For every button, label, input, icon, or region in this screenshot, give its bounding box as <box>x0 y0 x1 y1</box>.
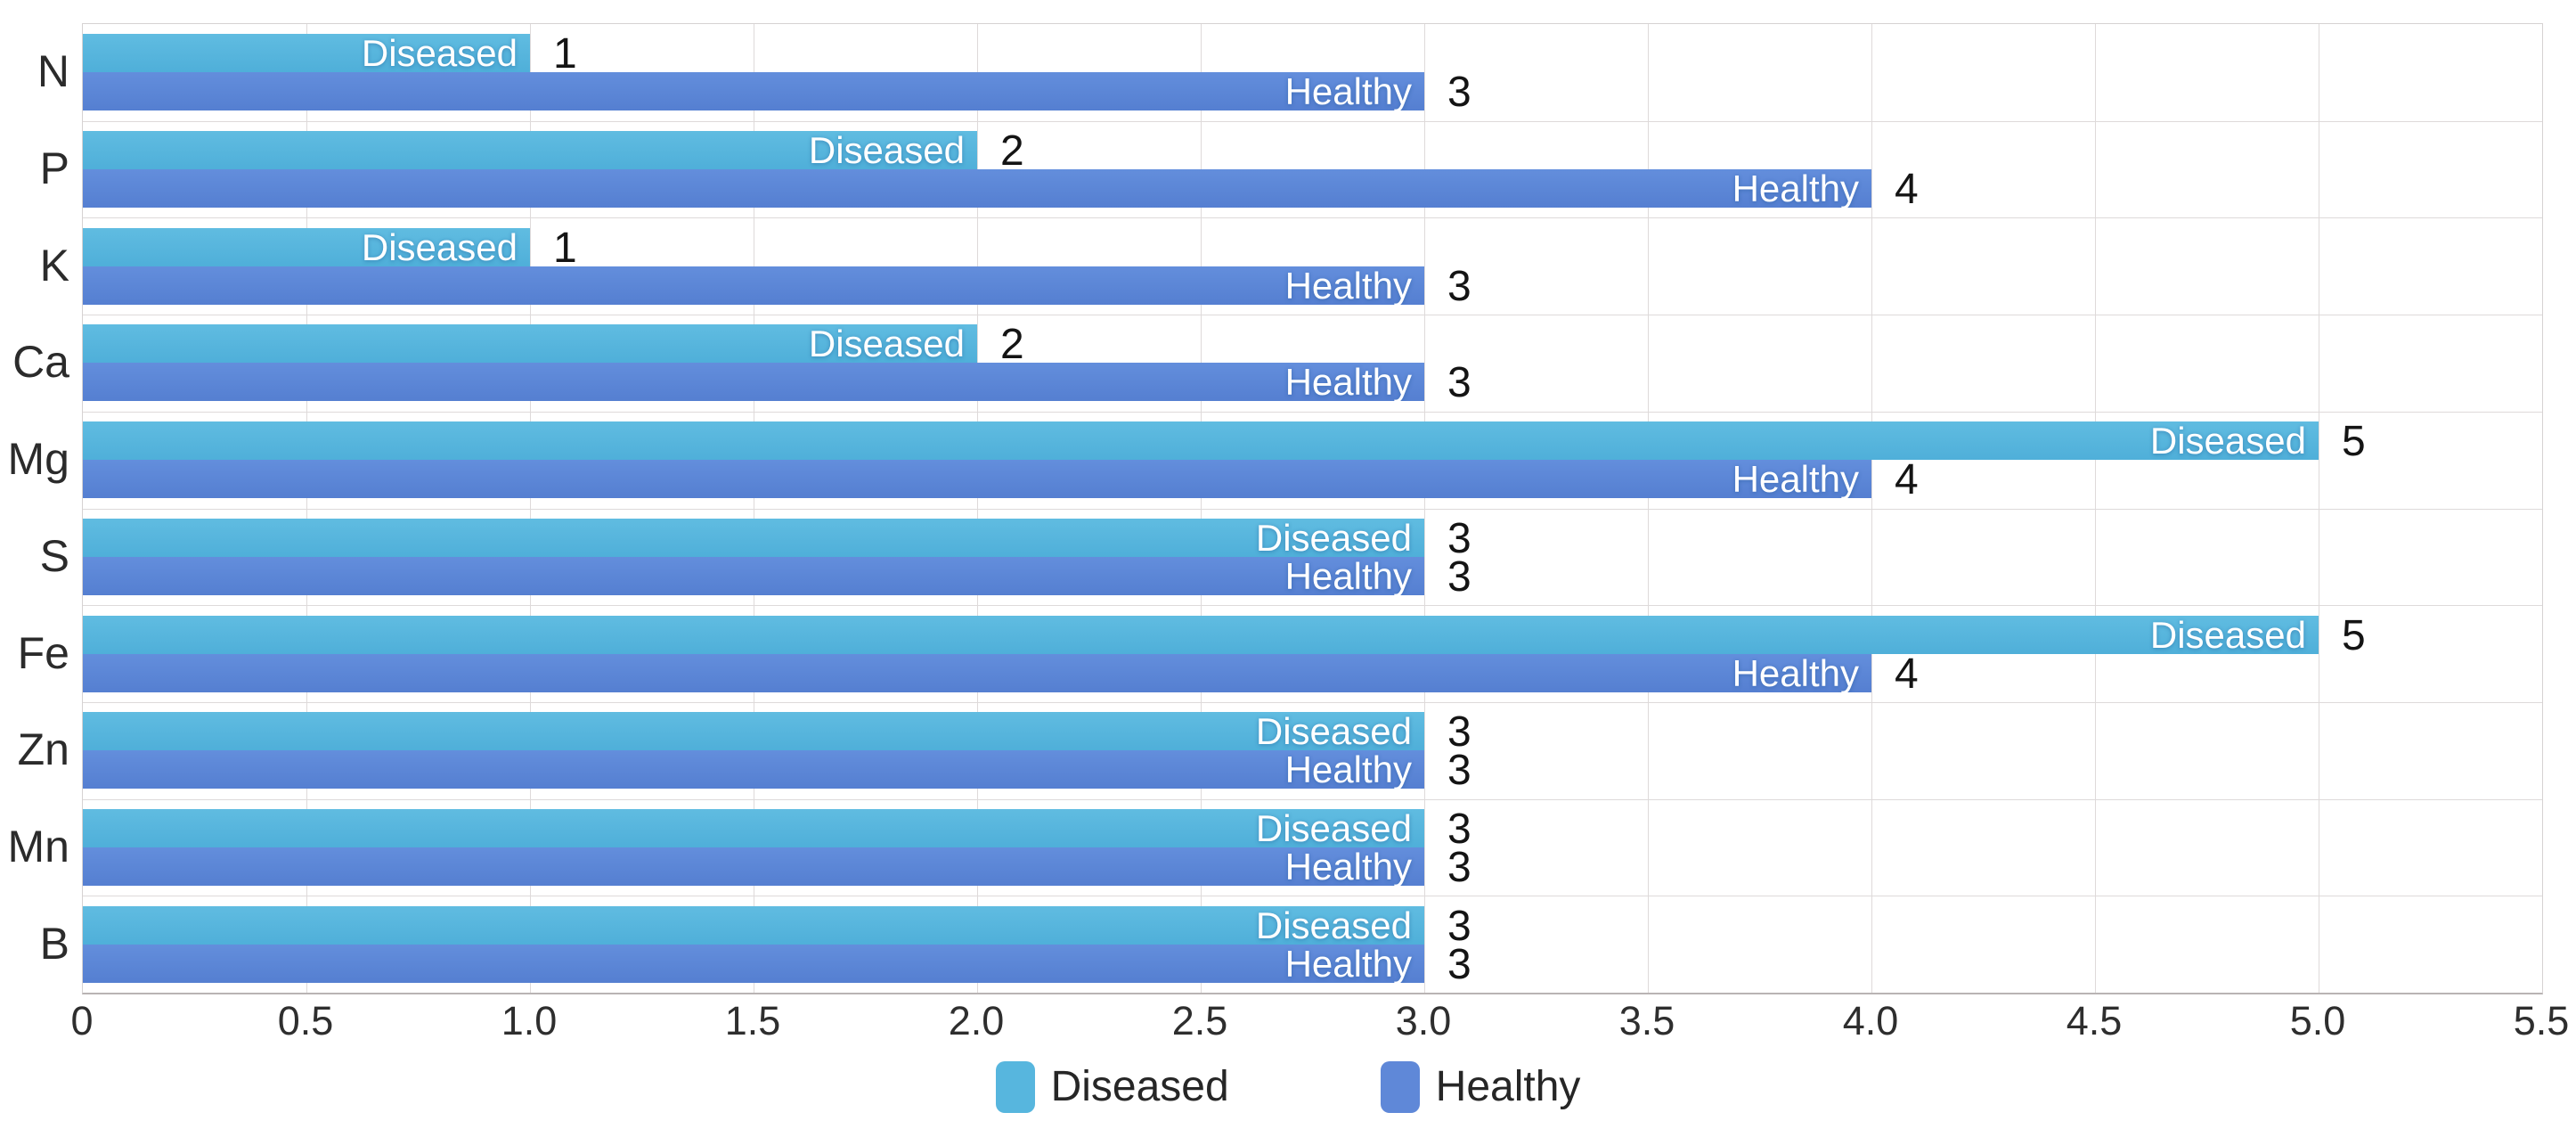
category-label: N <box>37 46 69 97</box>
bar-value-label: 3 <box>1447 708 1471 757</box>
legend-item-diseased[interactable]: Diseased <box>995 1061 1229 1113</box>
bar-diseased[interactable]: Diseased <box>83 227 530 266</box>
bar-healthy[interactable]: Healthy <box>83 363 1424 402</box>
category-label: Mn <box>7 821 69 871</box>
bar-diseased[interactable]: Diseased <box>83 905 1424 945</box>
x-tick-label: 1.0 <box>501 998 558 1043</box>
bar-value-label: 4 <box>1895 456 1919 504</box>
bar-value-label: 4 <box>1895 650 1919 698</box>
bar-value-label: 3 <box>1447 69 1471 117</box>
bar-value-label: 1 <box>553 30 577 78</box>
bar-series-label: Diseased <box>2149 421 2306 461</box>
bar-healthy[interactable]: Healthy <box>83 944 1424 983</box>
bar-value-label: 3 <box>1447 805 1471 853</box>
bar-series-label: Diseased <box>1255 518 1412 557</box>
x-tick-label: 0 <box>70 998 94 1043</box>
legend-swatch-healthy-icon <box>1380 1061 1420 1113</box>
bar-diseased[interactable]: Diseased <box>83 615 2319 654</box>
bar-value-label: 5 <box>2342 611 2366 659</box>
category-label: P <box>39 143 69 194</box>
bar-healthy[interactable]: Healthy <box>83 169 1871 209</box>
bar-value-label: 5 <box>2342 418 2366 466</box>
legend: Diseased Healthy <box>0 1055 2576 1119</box>
bar-series-label: Healthy <box>1284 363 1412 402</box>
legend-item-healthy[interactable]: Healthy <box>1380 1061 1581 1113</box>
bar-series-label: Diseased <box>1255 905 1412 945</box>
bar-series-label: Healthy <box>1284 556 1412 595</box>
bar-value-label: 2 <box>1000 127 1024 176</box>
x-tick-label: 0.5 <box>277 998 334 1043</box>
x-tick-label: 5.0 <box>2289 998 2346 1043</box>
bar-healthy[interactable]: Healthy <box>83 750 1424 789</box>
bar-value-label: 3 <box>1447 262 1471 310</box>
bar-series-label: Healthy <box>1732 169 1859 209</box>
bar-series-label: Healthy <box>1732 460 1859 499</box>
bar-series-label: Diseased <box>1255 808 1412 847</box>
gridline-horizontal <box>83 701 2542 703</box>
bar-healthy[interactable]: Healthy <box>83 266 1424 305</box>
category-label: Mg <box>7 434 69 485</box>
category-label: Zn <box>17 724 69 775</box>
gridline-horizontal <box>83 508 2542 510</box>
bar-series-label: Healthy <box>1284 944 1412 983</box>
bar-series-label: Diseased <box>808 131 965 170</box>
bar-diseased[interactable]: Diseased <box>83 34 530 73</box>
bar-value-label: 3 <box>1447 747 1471 795</box>
x-tick-label: 5.5 <box>2513 998 2570 1043</box>
bar-value-label: 2 <box>1000 321 1024 369</box>
bar-diseased[interactable]: Diseased <box>83 421 2319 461</box>
bar-diseased[interactable]: Diseased <box>83 518 1424 557</box>
bar-healthy[interactable]: Healthy <box>83 72 1424 111</box>
bar-healthy[interactable]: Healthy <box>83 653 1871 692</box>
bar-diseased[interactable]: Diseased <box>83 324 977 364</box>
bar-series-label: Healthy <box>1732 653 1859 692</box>
x-tick-label: 3.5 <box>1618 998 1675 1043</box>
legend-label-healthy: Healthy <box>1435 1063 1581 1110</box>
bar-value-label: 3 <box>1447 902 1471 950</box>
gridline-horizontal <box>83 120 2542 122</box>
bar-value-label: 3 <box>1447 843 1471 891</box>
bar-diseased[interactable]: Diseased <box>83 808 1424 847</box>
legend-swatch-diseased-icon <box>995 1061 1035 1113</box>
bar-value-label: 1 <box>553 224 577 272</box>
legend-label-diseased: Diseased <box>1050 1063 1229 1110</box>
gridline-horizontal <box>83 411 2542 413</box>
category-label: Fe <box>17 627 69 678</box>
bar-series-label: Diseased <box>2149 615 2306 654</box>
bar-healthy[interactable]: Healthy <box>83 460 1871 499</box>
bar-series-label: Diseased <box>361 34 518 73</box>
category-label: K <box>39 240 69 290</box>
gridline-horizontal <box>83 217 2542 219</box>
bar-series-label: Healthy <box>1284 847 1412 886</box>
bar-diseased[interactable]: Diseased <box>83 712 1424 751</box>
gridline-horizontal <box>83 605 2542 607</box>
gridline-horizontal <box>83 798 2542 800</box>
x-tick-label: 1.5 <box>724 998 781 1043</box>
bar-value-label: 3 <box>1447 359 1471 407</box>
bar-value-label: 3 <box>1447 514 1471 562</box>
category-label: B <box>39 918 69 969</box>
bar-value-label: 4 <box>1895 166 1919 214</box>
bar-diseased[interactable]: Diseased <box>83 131 977 170</box>
x-tick-label: 4.5 <box>2066 998 2123 1043</box>
x-tick-label: 2.5 <box>1171 998 1228 1043</box>
x-tick-label: 4.0 <box>1842 998 1899 1043</box>
plot-area: Diseased 1 Healthy 3 Diseased 2 Healthy 4 Diseas… <box>82 23 2543 994</box>
bar-series-label: Healthy <box>1284 266 1412 305</box>
bar-healthy[interactable]: Healthy <box>83 847 1424 886</box>
bar-series-label: Diseased <box>361 227 518 266</box>
bar-value-label: 3 <box>1447 940 1471 988</box>
x-tick-label: 3.0 <box>1395 998 1452 1043</box>
bar-series-label: Diseased <box>808 324 965 364</box>
bar-value-label: 3 <box>1447 552 1471 601</box>
x-tick-label: 2.0 <box>948 998 1005 1043</box>
category-label: Ca <box>12 337 69 388</box>
bar-healthy[interactable]: Healthy <box>83 556 1424 595</box>
bar-series-label: Healthy <box>1284 750 1412 789</box>
category-label: S <box>39 530 69 581</box>
bar-series-label: Healthy <box>1284 72 1412 111</box>
bar-series-label: Diseased <box>1255 712 1412 751</box>
